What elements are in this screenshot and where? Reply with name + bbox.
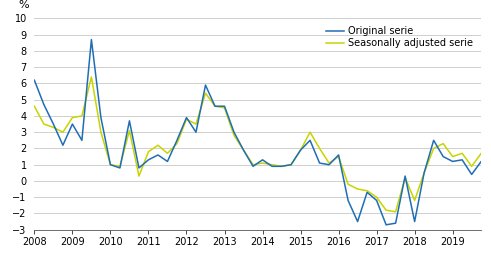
Original serie [184,116,190,119]
Seasonally adjusted serie [383,209,389,212]
Original serie [355,220,360,223]
Original serie [145,158,151,161]
Seasonally adjusted serie [355,187,360,191]
Original serie [193,131,199,134]
Line: Original serie: Original serie [34,40,491,225]
Y-axis label: %: % [18,0,28,10]
Seasonally adjusted serie [145,150,151,153]
Original serie [383,223,389,227]
Line: Seasonally adjusted serie: Seasonally adjusted serie [34,77,491,212]
Original serie [393,221,399,225]
Seasonally adjusted serie [88,76,94,79]
Seasonally adjusted serie [393,210,399,213]
Seasonally adjusted serie [193,122,199,126]
Original serie [88,38,94,41]
Seasonally adjusted serie [184,118,190,121]
Seasonally adjusted serie [31,105,37,108]
Original serie [31,79,37,82]
Legend: Original serie, Seasonally adjusted serie: Original serie, Seasonally adjusted seri… [323,23,476,51]
